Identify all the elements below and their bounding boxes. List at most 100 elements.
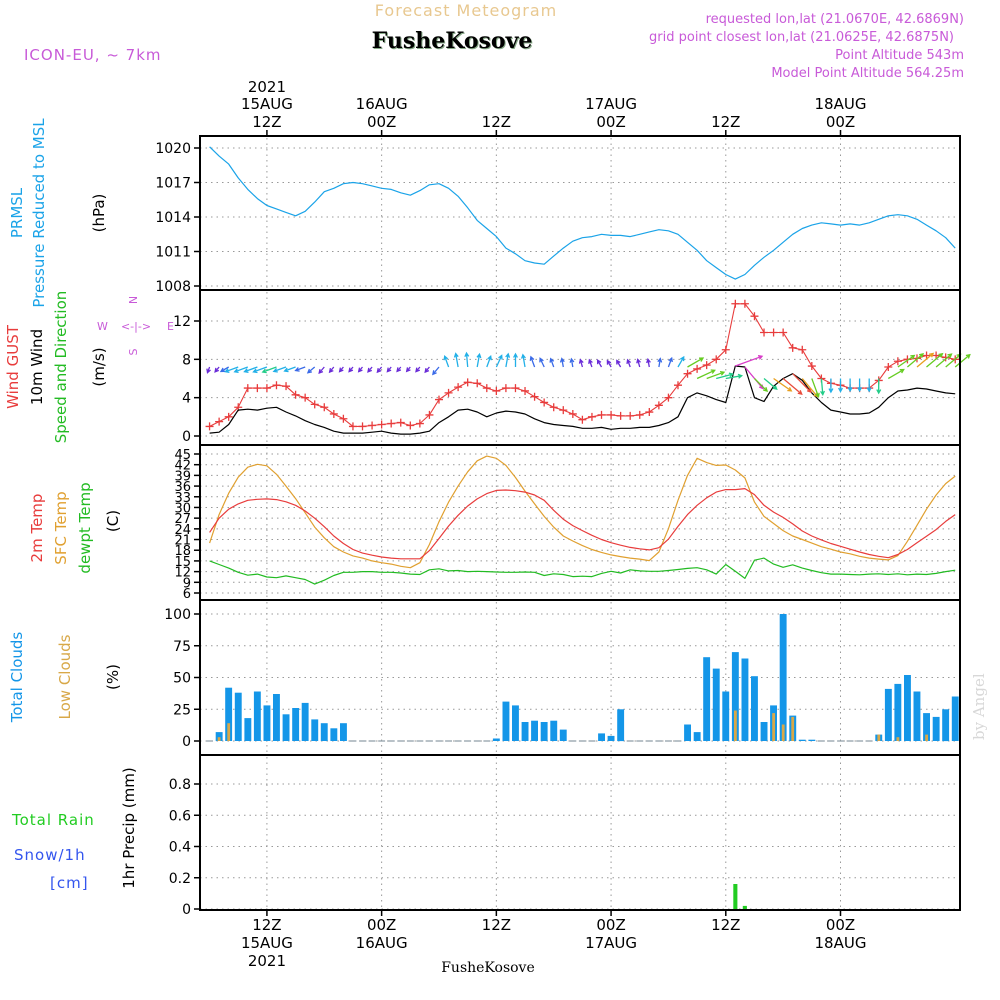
gust-point [884, 363, 893, 371]
wind-direction-arrow [338, 366, 344, 373]
total-cloud-bar [760, 722, 768, 741]
wind-gust-title-label: Wind GUST [4, 324, 22, 409]
snow-unit-label: [cm] [50, 874, 89, 892]
gust-point [903, 355, 912, 364]
x-tick-label: 17AUG [585, 934, 637, 952]
total-cloud-bar [846, 740, 854, 742]
total-cloud-bar [798, 739, 806, 741]
x-tick-label: 00Z [596, 916, 625, 934]
gust-point [731, 299, 740, 308]
wind-direction-arrow [657, 357, 663, 368]
gust-point [482, 384, 491, 393]
wind-direction-arrow [432, 366, 440, 376]
wind-direction-arrow [569, 357, 575, 368]
gust-point [224, 412, 233, 421]
gust-point [893, 357, 902, 366]
gust-point [406, 421, 415, 430]
gust-point [587, 412, 596, 421]
compass-n-label: N [127, 296, 140, 304]
x-tick-label: 18AUG [815, 934, 867, 952]
total-cloud-bar [645, 740, 653, 742]
total-cloud-bar [311, 719, 319, 741]
wind-direction-arrow [820, 378, 825, 396]
wind-direction-arrow [424, 366, 430, 374]
total-cloud-bar [378, 740, 386, 742]
gust-point [205, 422, 214, 431]
total-cloud-bar [464, 740, 472, 742]
total-cloud-bar [292, 708, 300, 741]
total-cloud-bar [282, 714, 290, 741]
temperature-series-line [209, 557, 956, 585]
gust-point [635, 410, 644, 419]
total-cloud-bar [426, 740, 433, 742]
total-cloud-bar [301, 702, 309, 741]
x-tick-label: 00Z [367, 916, 396, 934]
y-tick-label: 0 [182, 734, 191, 750]
gust-point [549, 403, 558, 412]
temperature-series-line [209, 488, 956, 560]
x-tick-label: 12Z [252, 916, 281, 934]
wind-direction-arrow [328, 366, 335, 374]
low-cloud-bar [877, 734, 881, 741]
wind-direction-arrow [847, 378, 853, 393]
total-cloud-bar [731, 652, 739, 741]
gust-point [769, 328, 778, 337]
gust-point [521, 386, 530, 395]
product-title: Forecast Meteogram [375, 1, 557, 20]
gust-point [693, 364, 702, 373]
total-cloud-bar [244, 718, 252, 741]
total-cloud-bar [502, 701, 510, 741]
x-tick-label: 18AUG [815, 95, 867, 113]
gust-point [339, 414, 348, 423]
y-tick-label: 42 [174, 459, 191, 474]
temp-dewpt-title-label: dewpt Temp [76, 482, 94, 573]
total-cloud-bar [837, 740, 844, 742]
total-cloud-bar [540, 722, 548, 741]
wind-direction-arrow [744, 366, 764, 390]
y-tick-label: 12 [174, 566, 191, 581]
gust-point [616, 411, 625, 420]
gust-point [348, 422, 357, 431]
model-altitude: Model Point Altitude 564.25m [771, 66, 964, 81]
total-cloud-bar [578, 740, 586, 742]
wind-direction-arrow [636, 358, 641, 368]
wind-direction-arrow [716, 372, 735, 380]
gust-point [721, 345, 730, 354]
total-cloud-bar [951, 696, 959, 741]
rain-bar [742, 905, 747, 909]
pressure-title-label: PRMSL [8, 187, 26, 238]
wind-direction-arrow [646, 357, 651, 368]
year-label: 2021 [248, 952, 286, 970]
wind-direction-arrow [486, 355, 492, 368]
y-tick-label: 1014 [155, 210, 191, 226]
location-title: FusheKosove [373, 29, 534, 55]
x-tick-label: 15AUG [241, 95, 293, 113]
y-tick-label: 8 [182, 352, 191, 368]
total-cloud-bar [406, 740, 414, 742]
gust-point [740, 299, 749, 308]
wind-direction-arrow [926, 352, 944, 368]
y-tick-label: 0.8 [169, 777, 191, 793]
gust-point [444, 388, 453, 397]
wind-direction-arrow [828, 378, 834, 394]
x-tick-label: 12Z [711, 113, 740, 131]
y-tick-label: 0 [182, 429, 191, 445]
wind-direction-arrow [376, 366, 383, 374]
wind-direction-arrow [219, 366, 230, 373]
total-cloud-bar [722, 691, 730, 741]
wind-direction-arrow [606, 359, 612, 368]
panel-frame [199, 754, 961, 911]
gust-point [425, 410, 434, 419]
y-tick-label: 50 [173, 671, 191, 687]
x-tick-label: 12Z [482, 916, 511, 934]
total-cloud-bar [320, 723, 328, 741]
gust-point [559, 406, 568, 415]
wind-direction-arrow [906, 353, 925, 368]
total-cloud-bar [512, 705, 519, 741]
wind-direction-arrow [549, 357, 555, 368]
footer-location: FusheKosove [441, 960, 535, 976]
closest-coords: grid point closest lon,lat (21.0625E, 42… [649, 30, 954, 45]
gust-point [664, 393, 673, 402]
low-cloud-bar [791, 716, 795, 741]
